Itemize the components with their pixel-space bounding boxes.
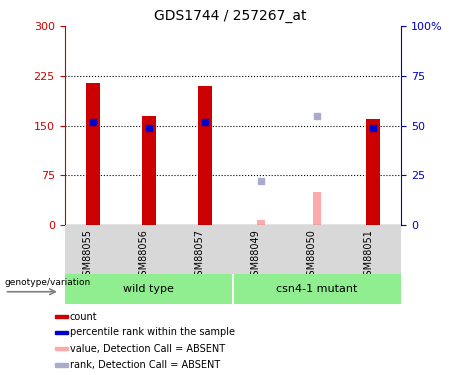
Bar	[55, 363, 68, 367]
Text: GSM88056: GSM88056	[139, 229, 148, 282]
Bar	[55, 315, 68, 318]
Text: GSM88055: GSM88055	[83, 229, 93, 282]
Text: value, Detection Call = ABSENT: value, Detection Call = ABSENT	[70, 344, 225, 354]
Text: GSM88057: GSM88057	[195, 229, 205, 282]
Text: percentile rank within the sample: percentile rank within the sample	[70, 327, 235, 337]
Bar	[198, 86, 212, 225]
Text: GSM88051: GSM88051	[363, 229, 373, 282]
Bar	[313, 192, 321, 225]
Bar	[257, 220, 265, 225]
Bar	[366, 119, 380, 225]
Text: csn4-1 mutant: csn4-1 mutant	[276, 284, 358, 294]
Text: GSM88049: GSM88049	[251, 229, 261, 282]
Text: GDS1744 / 257267_at: GDS1744 / 257267_at	[154, 9, 307, 23]
Text: count: count	[70, 312, 97, 322]
Text: wild type: wild type	[123, 284, 174, 294]
Bar	[55, 347, 68, 350]
Text: GSM88050: GSM88050	[307, 229, 317, 282]
Text: genotype/variation: genotype/variation	[5, 278, 91, 286]
Bar	[55, 331, 68, 334]
Text: rank, Detection Call = ABSENT: rank, Detection Call = ABSENT	[70, 360, 220, 370]
Bar	[142, 116, 156, 225]
Bar	[86, 82, 100, 225]
